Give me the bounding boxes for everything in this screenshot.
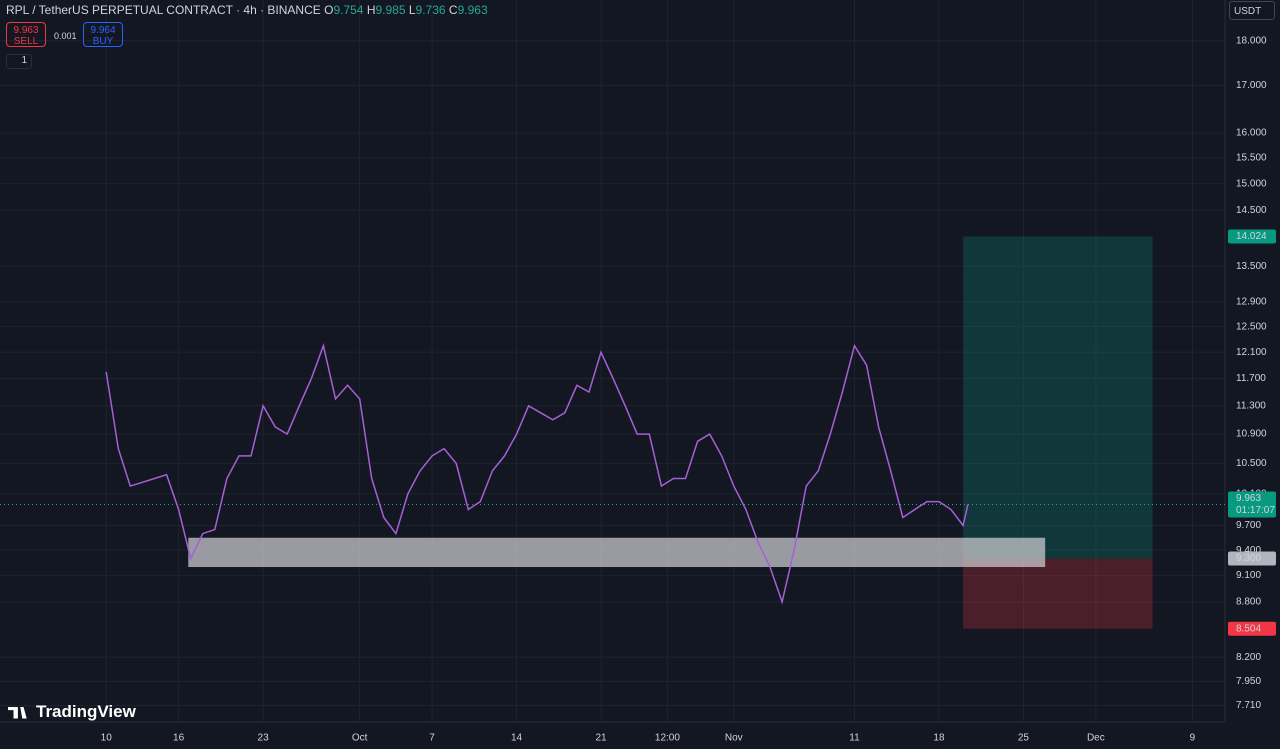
ohlc-value: 9.963	[457, 3, 488, 17]
x-tick-label: 12:00	[655, 733, 680, 744]
brand: TradingView	[8, 702, 136, 722]
price-line	[105, 343, 969, 605]
y-tick-label: 15.500	[1236, 153, 1267, 164]
y-tick-label: 12.100	[1236, 347, 1267, 358]
y-tick-label: 9.400	[1236, 545, 1261, 556]
indicator-toggle[interactable]: 1	[6, 54, 32, 69]
x-tick-label: Dec	[1087, 733, 1105, 744]
y-tick-label: 10.900	[1236, 429, 1267, 440]
y-tick-label: 8.200	[1236, 652, 1261, 663]
last-price-label: 9.963	[1236, 493, 1261, 504]
y-tick-label: 13.500	[1236, 261, 1267, 272]
target-label: 14.024	[1236, 231, 1267, 242]
legend: RPL / TetherUS PERPETUAL CONTRACT · 4h ·…	[6, 3, 488, 17]
y-tick-label: 9.100	[1236, 570, 1261, 581]
ohlc-label: L	[408, 3, 416, 17]
y-tick-label: 16.000	[1236, 128, 1267, 139]
x-tick-label: Nov	[725, 733, 743, 744]
x-tick-label: 23	[258, 733, 270, 744]
stop-label: 8.504	[1236, 623, 1261, 634]
x-tick-label: 9	[1190, 733, 1196, 744]
y-tick-label: 18.000	[1236, 35, 1267, 46]
x-tick-label: 25	[1018, 733, 1030, 744]
y-tick-label: 12.900	[1236, 297, 1267, 308]
price: 9.964	[90, 25, 116, 36]
spread: 0.001	[54, 31, 77, 41]
x-tick-label: 14	[511, 733, 523, 744]
y-tick-label: 10.500	[1236, 458, 1267, 469]
label: SELL	[13, 36, 39, 47]
symbol[interactable]: RPL / TetherUS PERPETUAL CONTRACT · 4h ·…	[6, 3, 321, 17]
ohlc-value: 9.736	[415, 3, 446, 17]
x-tick-label: 7	[429, 733, 435, 744]
y-tick-label: 7.950	[1236, 676, 1261, 687]
y-tick-label: 8.800	[1236, 597, 1261, 608]
price: 9.963	[13, 25, 39, 36]
sell-button[interactable]: 9.963 SELL	[6, 22, 46, 47]
y-tick-label: 15.000	[1236, 178, 1267, 189]
ohlc-label: C	[448, 3, 458, 17]
x-tick-label: Oct	[352, 733, 368, 744]
y-tick-label: 11.300	[1236, 400, 1266, 411]
support-zone	[188, 537, 1046, 568]
y-tick-label: 7.710	[1236, 700, 1261, 711]
brand-name: TradingView	[36, 702, 136, 721]
ohlc-value: 9.754	[333, 3, 364, 17]
count: 1	[21, 55, 27, 66]
x-tick-label: 11	[849, 733, 860, 744]
y-tick-label: 14.500	[1236, 205, 1267, 216]
entry-label: 9.300	[1236, 553, 1261, 564]
x-tick-label: 16	[173, 733, 185, 744]
target-zone	[963, 236, 1153, 559]
currency-select[interactable]: USDT	[1229, 1, 1275, 20]
label: BUY	[92, 36, 114, 47]
stop-zone	[963, 558, 1153, 629]
entry-box	[1228, 551, 1276, 566]
x-tick-label: 10	[101, 733, 113, 744]
target-box	[1228, 229, 1276, 244]
y-tick-label: 11.700	[1236, 373, 1266, 384]
buy-button[interactable]: 9.964 BUY	[83, 22, 123, 47]
ohlc-label: O	[324, 3, 334, 17]
x-tick-label: 21	[595, 733, 607, 744]
countdown: 01:17:07	[1236, 505, 1275, 516]
y-tick-label: 12.500	[1236, 321, 1267, 332]
y-tick-label: 17.000	[1236, 80, 1267, 91]
stop-box	[1228, 621, 1276, 636]
ohlc-label: H	[366, 3, 376, 17]
ohlc-value: 9.985	[375, 3, 406, 17]
y-tick-label: 9.700	[1236, 520, 1261, 531]
x-tick-label: 18	[933, 733, 945, 744]
last-price-box	[1228, 491, 1276, 518]
